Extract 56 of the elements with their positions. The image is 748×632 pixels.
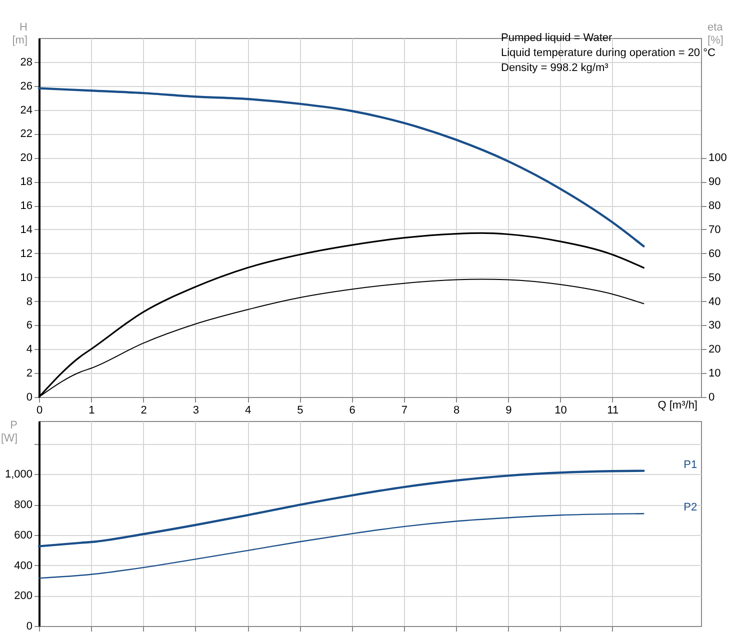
y-tick-label: 18 [20, 176, 32, 188]
y-tick-label: 4 [26, 344, 32, 356]
y2-tick-label: 80 [708, 200, 721, 212]
x-tick-label: 5 [297, 404, 304, 416]
y-tick-label: 400 [14, 560, 32, 572]
y-axis-title: H [m] [12, 22, 28, 46]
x-tick-label: 9 [506, 404, 512, 416]
y2-tick-label: 0 [708, 392, 715, 404]
y-tick-label: 20 [20, 152, 32, 164]
x-tick-label: 11 [607, 404, 619, 416]
y2-tick-label: 40 [708, 296, 721, 308]
x-tick-label: 6 [349, 404, 356, 416]
y-tick-label: 24 [20, 104, 32, 116]
y-tick-label: 0 [26, 392, 32, 404]
y2-axis-title: eta [%] [708, 22, 724, 46]
y-tick-label: 8 [26, 296, 32, 308]
y2-tick-label: 90 [708, 176, 721, 188]
x-axis-title: Q [m³/h] [658, 400, 698, 412]
line-series [38, 87, 645, 248]
y-tick-label: 10 [20, 272, 32, 284]
y2-tick-label: 50 [708, 272, 721, 284]
x-tick-label: 1 [88, 404, 95, 416]
x-tick-label: 7 [401, 404, 408, 416]
y-tick-label: 2 [26, 368, 32, 380]
y-tick-label: 600 [14, 529, 32, 542]
x-tick-label: 2 [140, 404, 147, 416]
y2-tick-label: 20 [708, 344, 721, 356]
x-tick-label: 4 [244, 404, 252, 416]
y2-tick-label: 100 [708, 152, 727, 164]
y-tick-label: 800 [14, 499, 32, 512]
x-tick-label: 8 [453, 404, 460, 416]
y-tick-label: 26 [20, 80, 32, 92]
x-tick-label: 0 [36, 404, 43, 416]
y2-tick-label: 10 [708, 368, 721, 380]
y-tick-label: 0 [26, 620, 32, 632]
annotation: Density = 998.2 kg/m³ [501, 62, 609, 74]
y-tick-label: 16 [20, 200, 32, 212]
y-tick-label: 200 [14, 590, 32, 602]
line-series [38, 470, 645, 548]
line-series [38, 513, 644, 579]
text: P2 [684, 502, 698, 514]
annotation: Liquid temperature during operation = 20 °C [501, 47, 716, 59]
y2-tick-label: 70 [708, 224, 721, 236]
x-tick-label: 3 [192, 404, 199, 416]
annotation: Pumped liquid = Water [501, 32, 613, 44]
y-axis-title: P [W] [1, 420, 18, 444]
x-tick-label: 10 [554, 404, 567, 416]
y2-tick-label: 30 [708, 320, 721, 332]
y-tick-label: 6 [26, 320, 32, 332]
y2-tick-label: 60 [708, 248, 721, 260]
y-tick-label: 14 [20, 224, 32, 236]
y-tick-label: 1,000 [4, 468, 32, 481]
y-tick-label: 28 [20, 56, 32, 68]
y-tick-label: 22 [20, 128, 32, 140]
y-tick-label: 12 [20, 248, 32, 260]
text: P1 [684, 458, 698, 471]
